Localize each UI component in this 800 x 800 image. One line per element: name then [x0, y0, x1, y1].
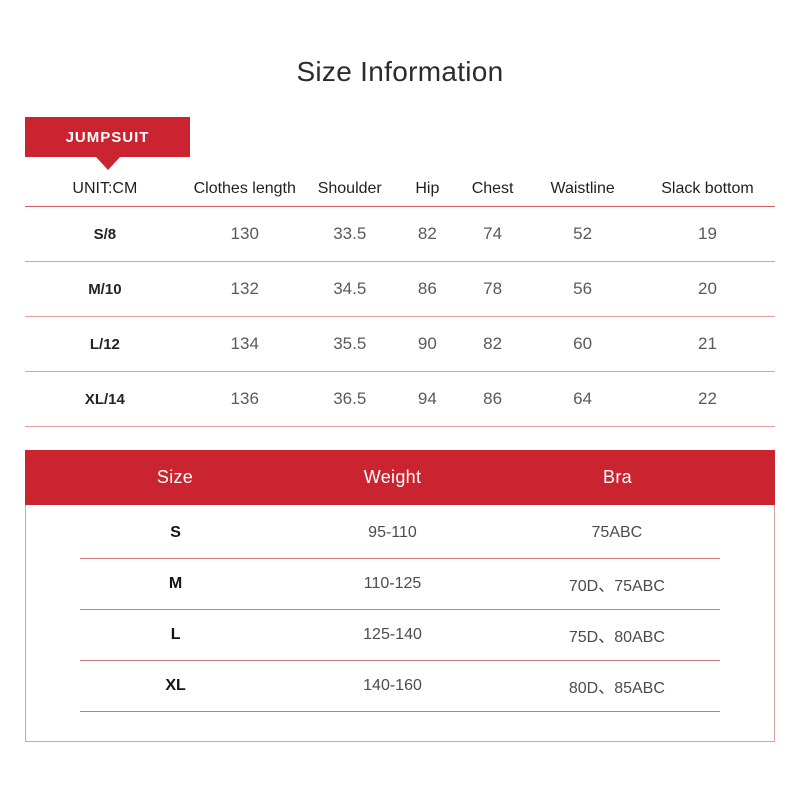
size-label: S/8	[93, 225, 117, 243]
cell-chest: 86	[483, 389, 503, 408]
table-row: L/12 134 35.5 90 82 60 21	[25, 317, 775, 372]
jumpsuit-badge: JUMPSUIT	[25, 117, 190, 170]
weight-bra-table-body: S 95-110 75ABC M 110-125 70D、75ABC L 125…	[25, 505, 775, 742]
table-row: S/8 130 33.5 82 74 52 19	[25, 207, 775, 262]
column-header-waistline: Waistline	[550, 180, 615, 197]
table-row: M/10 132 34.5 86 78 56 20	[25, 262, 775, 317]
cell-clothes-length: 132	[230, 279, 259, 298]
cell-shoulder: 33.5	[333, 224, 367, 243]
cell-clothes-length: 136	[230, 389, 259, 408]
cell-shoulder: 34.5	[333, 279, 367, 298]
cell-clothes-length: 130	[230, 224, 259, 243]
cell-bra: 75ABC	[591, 524, 643, 541]
cell-hip: 82	[417, 224, 437, 243]
cell-bra: 75D、80ABC	[568, 629, 665, 646]
size-label: L	[170, 626, 181, 643]
cell-shoulder: 35.5	[333, 334, 367, 353]
cell-slack-bottom: 19	[698, 224, 717, 243]
column-header-slack-bottom: Slack bottom	[661, 180, 754, 197]
row-divider	[80, 609, 720, 610]
cell-slack-bottom: 22	[698, 389, 717, 408]
size-label: S	[170, 524, 181, 541]
measurement-table: UNIT:CM Clothes length Shoulder Hip Ches…	[25, 172, 775, 427]
cell-chest: 78	[483, 279, 503, 298]
weight-bra-table: Size Weight Bra S 95-110 75ABC M 110-125…	[25, 450, 775, 742]
cell-waistline: 64	[573, 389, 593, 408]
badge-pointer-triangle	[96, 157, 120, 170]
cell-slack-bottom: 20	[698, 279, 717, 298]
column-header-hip: Hip	[415, 180, 440, 197]
table-row: M 110-125 70D、75ABC	[26, 559, 774, 609]
size-label: XL	[165, 677, 186, 694]
row-divider	[80, 660, 720, 661]
size-label: M/10	[88, 280, 122, 298]
table-row: S 95-110 75ABC	[26, 508, 774, 558]
cell-bra: 70D、75ABC	[568, 578, 665, 595]
cell-weight: 125-140	[363, 626, 422, 643]
cell-hip: 86	[417, 279, 437, 298]
unit-label: UNIT:CM	[72, 180, 138, 197]
column-header-weight: Weight	[363, 467, 422, 487]
cell-hip: 94	[417, 389, 437, 408]
table-row: XL/14 136 36.5 94 86 64 22	[25, 372, 775, 427]
measurement-table-header-row: UNIT:CM Clothes length Shoulder Hip Ches…	[25, 172, 775, 207]
table-row: XL 140-160 80D、85ABC	[26, 661, 774, 711]
table-row: L 125-140 75D、80ABC	[26, 610, 774, 660]
cell-chest: 82	[483, 334, 503, 353]
row-divider	[80, 558, 720, 559]
column-header-bra: Bra	[603, 467, 632, 487]
column-header-clothes-length: Clothes length	[193, 180, 296, 197]
jumpsuit-badge-label: JUMPSUIT	[65, 128, 150, 146]
cell-clothes-length: 134	[230, 334, 259, 353]
cell-bra: 80D、85ABC	[568, 680, 665, 697]
cell-weight: 110-125	[363, 575, 422, 592]
column-header-size: Size	[156, 467, 194, 487]
cell-waistline: 60	[573, 334, 593, 353]
cell-shoulder: 36.5	[333, 389, 367, 408]
row-divider	[80, 711, 720, 712]
cell-chest: 74	[483, 224, 503, 243]
cell-waistline: 56	[573, 279, 593, 298]
cell-waistline: 52	[573, 224, 593, 243]
weight-bra-table-header-row: Size Weight Bra	[25, 450, 775, 505]
cell-slack-bottom: 21	[698, 334, 717, 353]
column-header-shoulder: Shoulder	[317, 180, 382, 197]
size-label: M	[168, 575, 183, 592]
cell-weight: 140-160	[363, 677, 422, 694]
size-label: L/12	[89, 335, 120, 353]
cell-hip: 90	[417, 334, 437, 353]
column-header-chest: Chest	[471, 180, 514, 197]
page-title: Size Information	[296, 56, 504, 87]
size-label: XL/14	[84, 390, 125, 408]
cell-weight: 95-110	[368, 524, 417, 541]
